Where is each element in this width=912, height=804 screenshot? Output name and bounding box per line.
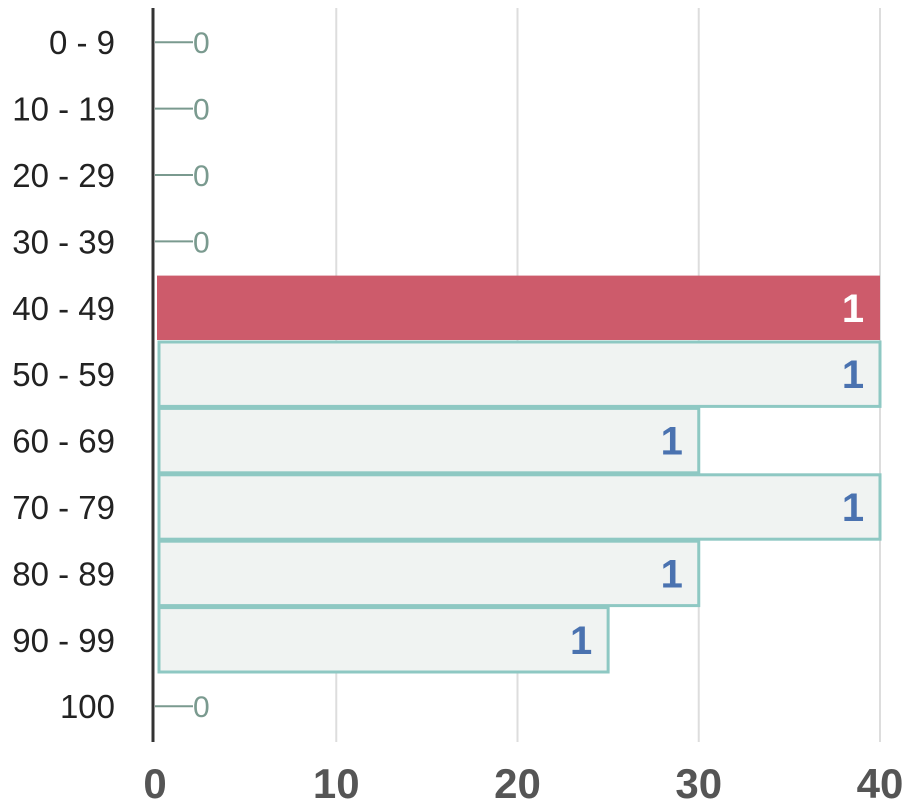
y-tick-label-50-59: 50 - 59 [12,356,115,393]
y-tick-label-70-79: 70 - 79 [12,489,115,526]
zero-marks [155,41,193,708]
y-tick-label-90-99: 90 - 99 [12,622,115,659]
y-tick-labels: 0 - 9 10 - 19 20 - 29 30 - 39 40 - 49 50 - 59… [12,24,115,725]
y-tick-label-60-69: 60 - 69 [12,423,115,460]
data-labels: 0 0 0 0 1 1 1 1 1 1 0 [193,27,864,724]
y-tick-label-40-49: 40 - 49 [12,290,115,327]
data-label-60-69: 1 [661,420,683,464]
x-tick-label-0: 0 [143,760,166,804]
data-label-80-89: 1 [661,552,683,596]
data-label-50-59: 1 [842,353,864,397]
data-label-90-99: 1 [570,619,592,663]
y-tick-label-0-9: 0 - 9 [49,24,115,61]
y-tick-label-20-29: 20 - 29 [12,157,115,194]
x-tick-label-40: 40 [857,760,904,804]
bar-70-79 [157,473,882,541]
data-label-10-19: 0 [193,94,210,127]
data-label-100: 0 [193,691,210,724]
x-tick-label-30: 30 [675,760,722,804]
x-tick-label-20: 20 [494,760,541,804]
y-tick-label-100: 100 [60,688,115,725]
data-label-20-29: 0 [193,160,210,193]
bar-50-59 [157,340,882,408]
y-tick-label-10-19: 10 - 19 [12,91,115,128]
bar-60-69 [157,406,701,475]
bars [157,275,882,674]
bar-40-49 [157,275,880,340]
bar-80-89 [157,539,701,608]
bar-90-99 [157,606,610,674]
data-label-0-9: 0 [193,27,210,60]
y-tick-label-30-39: 30 - 39 [12,223,115,260]
x-tick-label-10: 10 [313,760,360,804]
data-label-40-49: 1 [842,287,864,331]
data-label-30-39: 0 [193,226,210,259]
y-tick-label-80-89: 80 - 89 [12,555,115,592]
x-tick-labels: 0 10 20 30 40 [143,760,903,804]
data-label-70-79: 1 [842,486,864,530]
